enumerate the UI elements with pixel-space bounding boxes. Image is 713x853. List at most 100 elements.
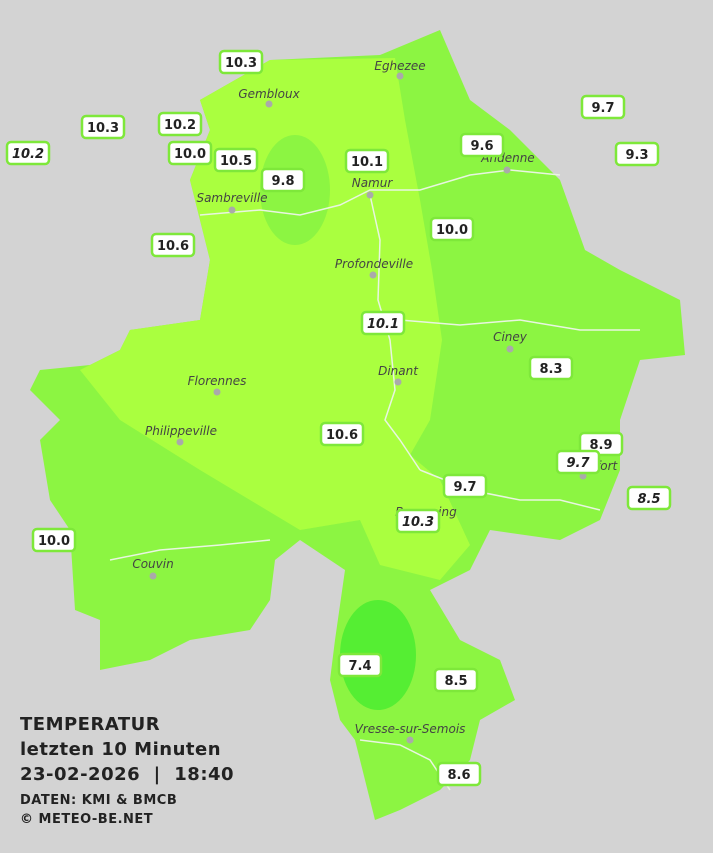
station-value: 9.7 <box>566 456 590 471</box>
station-box <box>260 167 306 193</box>
station-box <box>395 508 441 534</box>
station: 10.0 <box>31 527 77 553</box>
river <box>399 319 640 331</box>
city-label: Gembloux <box>238 87 300 101</box>
city-label: Couvin <box>132 557 173 571</box>
station-box <box>80 114 126 140</box>
station: 10.6 <box>319 421 365 447</box>
title: TEMPERATUR <box>20 714 160 735</box>
station: 8.3 <box>528 355 574 381</box>
station-value: 10.3 <box>225 56 257 71</box>
station-value: 7.4 <box>348 659 371 674</box>
station-value: 10.5 <box>220 154 252 169</box>
station-box <box>344 148 390 174</box>
city-dot <box>503 166 511 174</box>
station-box <box>150 232 196 258</box>
city-label: Vresse-sur-Semois <box>355 722 466 736</box>
station: 8.6 <box>436 761 482 787</box>
station: 10.1 <box>344 148 390 174</box>
station: 7.4 <box>337 652 383 678</box>
city-dot <box>265 100 273 108</box>
city-label: Sambreville <box>196 191 267 205</box>
station-box <box>167 140 213 166</box>
station-box <box>528 355 574 381</box>
station: 10.3 <box>395 508 441 534</box>
station-box <box>319 421 365 447</box>
river <box>369 194 421 471</box>
station: 8.5 <box>626 485 672 511</box>
station-value: 8.5 <box>637 492 660 507</box>
city-dot <box>369 271 377 279</box>
city-label: Philippeville <box>145 424 217 438</box>
station-box <box>614 141 660 167</box>
station-value: 10.2 <box>164 118 196 133</box>
station-box <box>213 147 259 173</box>
station: 9.8 <box>260 167 306 193</box>
station: 9.3 <box>614 141 660 167</box>
station-value: 8.9 <box>589 438 612 453</box>
station-value: 10.3 <box>87 121 119 136</box>
station: 10.6 <box>150 232 196 258</box>
city-label: Florennes <box>188 374 247 388</box>
station-box <box>580 94 626 120</box>
station-value: 8.6 <box>447 768 470 783</box>
station-box <box>433 667 479 693</box>
river <box>109 539 271 561</box>
city-dot <box>506 345 514 353</box>
source: DATEN: KMI & BMCB <box>20 793 177 808</box>
station: 10.2 <box>5 140 51 166</box>
city-dot <box>406 736 414 744</box>
station-box <box>578 431 624 457</box>
station-value: 9.7 <box>591 101 614 116</box>
station: 8.9 <box>578 431 624 457</box>
city-dot <box>366 191 374 199</box>
station-value: 10.6 <box>326 428 358 443</box>
city-label: Profondeville <box>335 257 413 271</box>
station-value: 8.5 <box>444 674 467 689</box>
readings: 10.3 10.3 10.2 10.2 10.0 10.5 9.8 10.1 9.6 9.7 9.3… <box>5 49 672 787</box>
station-value: 10.2 <box>12 147 44 162</box>
station-box <box>218 49 264 75</box>
station: 10.0 <box>167 140 213 166</box>
station-box <box>442 473 488 499</box>
city-label: Namur <box>352 176 394 190</box>
station: 10.5 <box>213 147 259 173</box>
city-label: Dinant <box>378 364 419 378</box>
city-label: Eghezee <box>374 59 425 73</box>
subtitle: letzten 10 Minuten <box>20 739 221 760</box>
zone-warm <box>80 58 470 580</box>
station-box <box>626 485 672 511</box>
station: 9.6 <box>459 132 505 158</box>
station-value: 10.0 <box>38 534 70 549</box>
station: 10.2 <box>157 111 203 137</box>
station-box <box>360 310 406 336</box>
station-value: 9.7 <box>453 480 476 495</box>
city-dot <box>396 72 404 80</box>
station-box <box>436 761 482 787</box>
station-box <box>31 527 77 553</box>
station-value: 10.1 <box>351 155 383 170</box>
station-box <box>337 652 383 678</box>
city-dot <box>228 206 236 214</box>
station-value: 10.3 <box>402 515 434 530</box>
station: 10.3 <box>80 114 126 140</box>
station-value: 10.1 <box>367 317 399 332</box>
city-label: Ciney <box>493 330 528 344</box>
station-value: 9.6 <box>470 139 493 154</box>
datetime: 23-02-2026 | 18:40 <box>20 764 234 785</box>
copyright: © METEO-BE.NET <box>20 812 153 827</box>
station-box <box>5 140 51 166</box>
station-box <box>555 449 601 475</box>
station: 10.0 <box>429 216 475 242</box>
river <box>199 169 561 216</box>
station-box <box>459 132 505 158</box>
cities: EghezeeGemblouxAndenneNamurSambrevillePr… <box>132 59 619 744</box>
station-value: 10.0 <box>174 147 206 162</box>
station: 9.7 <box>442 473 488 499</box>
station-value: 10.6 <box>157 239 189 254</box>
station-value: 9.8 <box>271 174 294 189</box>
station-value: 10.0 <box>436 223 468 238</box>
station: 8.5 <box>433 667 479 693</box>
station: 10.1 <box>360 310 406 336</box>
